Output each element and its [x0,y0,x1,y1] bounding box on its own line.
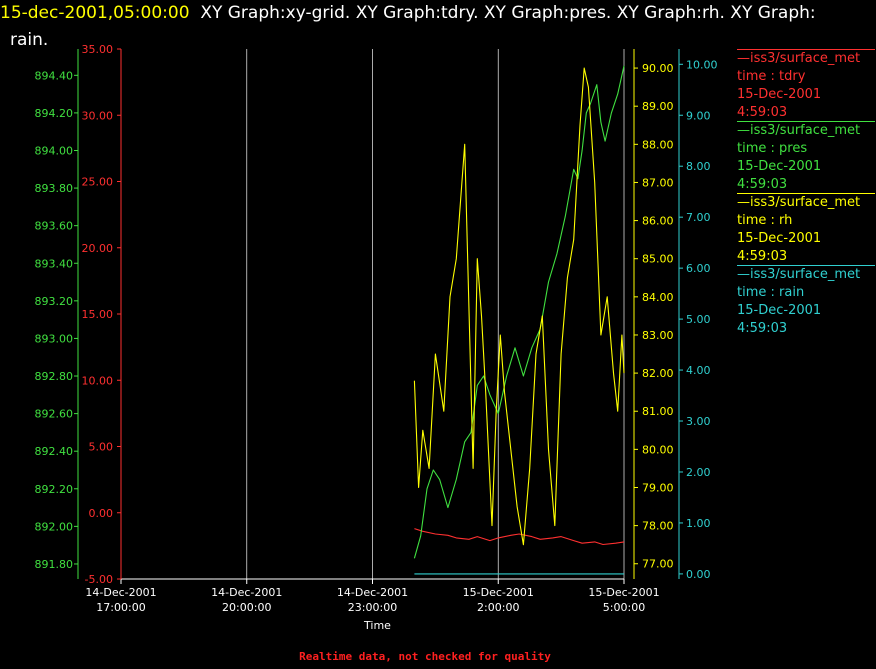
rain-y-tick-label: 10.00 [686,58,718,71]
rh-y-tick-label: 87.00 [642,176,674,189]
legend-source: —iss3/surface_met [737,51,861,66]
x-tick-label-time: 2:00:00 [477,601,519,614]
tdry-y-tick-label: 20.00 [82,242,114,255]
legend-var: time : pres [737,141,808,156]
pres-y-tick-label: 892.40 [35,445,74,458]
legend-time: 4:59:03 [737,177,788,192]
pres-y-tick-label: 892.60 [35,408,74,421]
rain-y-tick-label: 8.00 [686,160,711,173]
rain-y-tick-label: 3.00 [686,415,711,428]
tdry-y-tick-label: 25.00 [82,176,114,189]
pres-y-tick-label: 892.00 [35,520,74,533]
page-title: 15-dec-2001,05:00:00 XY Graph:xy-grid. X… [0,3,816,23]
quality-notice: Realtime data, not checked for quality [299,650,551,663]
x-tick-label-date: 14-Dec-2001 [85,586,156,599]
legend-date: 15-Dec-2001 [737,87,822,102]
rh-y-tick-label: 77.00 [642,558,674,571]
pres-y-tick-label: 892.20 [35,483,74,496]
legend-time: 4:59:03 [737,321,788,336]
rh-y-tick-label: 88.00 [642,138,674,151]
tdry-y-tick-label: 15.00 [82,308,114,321]
legend-divider [737,265,875,266]
rh-y-tick-label: 80.00 [642,443,674,456]
x-tick-label-date: 14-Dec-2001 [211,586,282,599]
pres-y-tick-label: 894.40 [35,69,74,82]
rain-y-tick-label: 6.00 [686,262,711,275]
legend-date: 15-Dec-2001 [737,231,822,246]
tdry-y-tick-label: 5.00 [89,441,114,454]
x-tick-label-time: 20:00:00 [222,601,271,614]
rh-y-tick-label: 82.00 [642,367,674,380]
rain-y-tick-label: 2.00 [686,466,711,479]
legend-time: 4:59:03 [737,105,788,120]
legend-source: —iss3/surface_met [737,195,861,210]
x-tick-label-date: 15-Dec-2001 [463,586,534,599]
rain-y-tick-label: 4.00 [686,364,711,377]
pres-y-tick-label: 894.00 [35,144,74,157]
legend-divider [737,49,875,50]
pres-series-line [413,65,625,559]
x-tick-label-time: 23:00:00 [348,601,397,614]
rain-y-tick-label: 1.00 [686,517,711,530]
pres-y-tick-label: 893.20 [35,295,74,308]
legend-source: —iss3/surface_met [737,267,861,282]
pres-y-tick-label: 893.80 [35,182,74,195]
legend-divider [737,193,875,194]
title-timestamp: 15-dec-2001,05:00:00 [0,3,190,23]
x-axis-label: Time [363,619,391,632]
x-tick-label-date: 15-Dec-2001 [588,586,659,599]
page-title-continued: rain. [10,30,49,50]
rh-y-tick-label: 79.00 [642,481,674,494]
rain-y-tick-label: 5.00 [686,313,711,326]
pres-y-tick-label: 894.20 [35,107,74,120]
legend-var: time : tdry [737,69,806,84]
pres-y-tick-label: 893.40 [35,257,74,270]
x-tick-label-time: 5:00:00 [603,601,645,614]
legend-date: 15-Dec-2001 [737,303,822,318]
pres-y-tick-label: 893.60 [35,220,74,233]
pres-y-tick-label: 893.00 [35,332,74,345]
rh-y-tick-label: 78.00 [642,520,674,533]
pres-y-tick-label: 892.80 [35,370,74,383]
legend-divider [737,121,875,122]
rain-y-tick-label: 7.00 [686,211,711,224]
rh-y-tick-label: 90.00 [642,62,674,75]
tdry-y-tick-label: 10.00 [82,374,114,387]
rain-y-tick-label: 0.00 [686,568,711,581]
tdry-y-tick-label: -5.00 [85,573,113,586]
rh-y-tick-label: 86.00 [642,215,674,228]
legend-var: time : rh [737,213,793,228]
rh-y-tick-label: 84.00 [642,291,674,304]
legend-source: —iss3/surface_met [737,123,861,138]
pres-y-tick-label: 891.80 [35,558,74,571]
tdry-y-tick-label: 0.00 [89,507,114,520]
legend-date: 15-Dec-2001 [737,159,822,174]
rain-y-tick-label: 9.00 [686,109,711,122]
tdry-y-tick-label: 35.00 [82,43,114,56]
tdry-series-line [414,528,625,546]
x-tick-label-time: 17:00:00 [96,601,145,614]
rh-y-tick-label: 81.00 [642,405,674,418]
legend-var: time : rain [737,285,805,300]
rh-y-tick-label: 83.00 [642,329,674,342]
title-graph-names: XY Graph:xy-grid. XY Graph:tdry. XY Grap… [200,3,816,23]
rh-series-line [413,67,625,546]
rh-y-tick-label: 85.00 [642,253,674,266]
rh-y-tick-label: 89.00 [642,100,674,113]
x-tick-label-date: 14-Dec-2001 [337,586,408,599]
tdry-y-tick-label: 30.00 [82,109,114,122]
legend-time: 4:59:03 [737,249,788,264]
